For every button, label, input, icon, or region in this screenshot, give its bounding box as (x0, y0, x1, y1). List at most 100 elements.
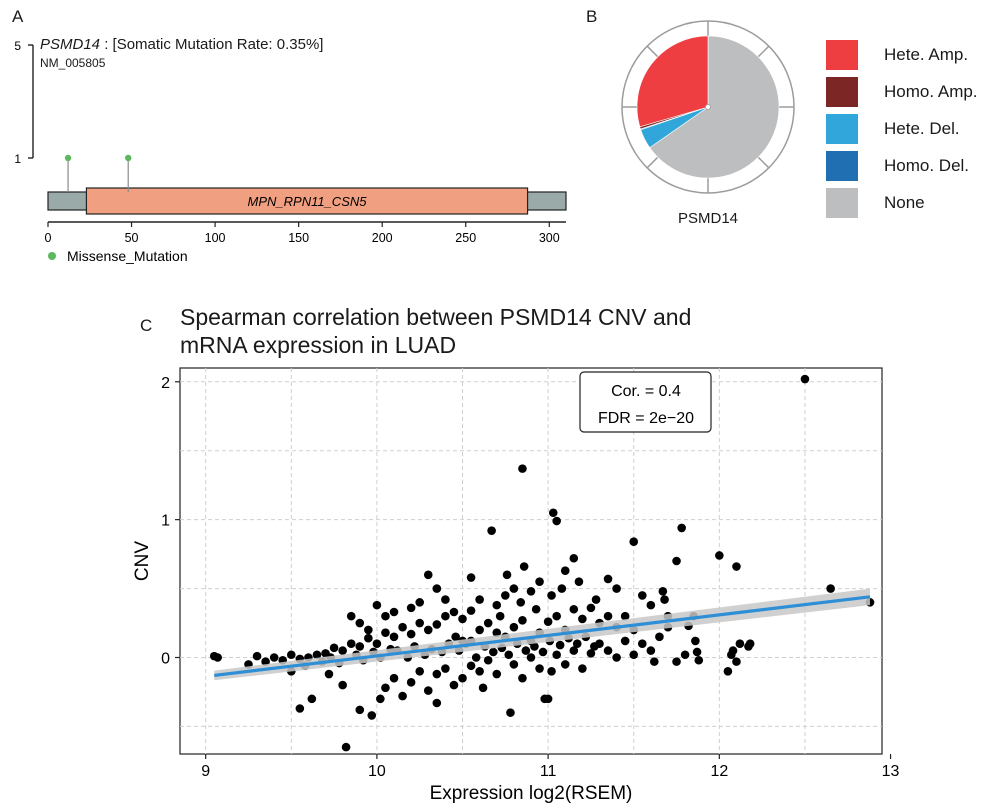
scatter-point-85 (415, 666, 425, 676)
scatter-point-117 (655, 632, 664, 642)
pie-ring-tick-7 (646, 45, 659, 58)
scatter-point-33 (732, 657, 741, 666)
scatter-point-108 (578, 664, 587, 673)
scatter-point-146 (603, 611, 613, 621)
scatter-point-92 (466, 661, 476, 671)
scatter-point-25 (691, 636, 700, 646)
scatter-point-133 (492, 628, 502, 637)
scatter-point-30 (735, 639, 745, 649)
mutation-head-1 (125, 154, 132, 162)
scatter-point-111 (603, 646, 613, 655)
scatter-point-42 (466, 606, 476, 615)
scatter-point-99 (518, 673, 527, 683)
scatter-point-159 (530, 642, 539, 651)
scatter-point-10 (423, 570, 433, 580)
scatter-point-83 (398, 691, 407, 701)
scatter-point-124 (381, 611, 390, 621)
scatter-point-89 (441, 664, 450, 673)
scatter-point-112 (612, 653, 621, 662)
legend-swatch-homo-amp (826, 77, 858, 107)
scatter-point-3 (552, 516, 561, 526)
scatter-point-34 (535, 577, 544, 586)
scatter-point-57 (338, 646, 347, 655)
lollipop-x-tick-label-4: 200 (372, 231, 393, 245)
pie-center (705, 104, 711, 110)
scatter-point-107 (569, 646, 579, 655)
scatter-point-116 (646, 646, 656, 655)
scatter-point-45 (441, 611, 450, 621)
pie-ring-tick-5 (646, 156, 659, 169)
scatter-point-139 (543, 617, 553, 626)
scatter-point-192 (574, 577, 584, 586)
lollipop-x-tick-label-3: 150 (288, 231, 309, 245)
annotation-frame (579, 371, 712, 433)
scatter-point-96 (492, 669, 502, 679)
legend-swatch-hete-del (826, 114, 858, 144)
pie-ring-tick-3 (757, 156, 770, 169)
mutation-head-0 (64, 154, 72, 162)
scatter-point-39 (492, 600, 502, 610)
scatter-point-50 (398, 622, 407, 632)
legend-swatch-hete-amp (826, 40, 858, 70)
scatter-point-51 (389, 632, 399, 642)
scatter-point-5 (677, 523, 686, 533)
scatter-point-4 (487, 526, 496, 535)
scatter-point-98 (509, 660, 519, 669)
scatter-panel-border (179, 367, 883, 755)
scatter-point-114 (629, 650, 639, 660)
scatter-point-47 (423, 625, 433, 635)
scatter-point-148 (620, 611, 630, 621)
scatter-point-154 (489, 647, 498, 657)
scatter-point-53 (372, 639, 382, 649)
scatter-point-84 (406, 678, 416, 687)
scatter-point-106 (560, 660, 570, 669)
scatter-point-66 (261, 657, 270, 666)
lollipop-plot: 5 1 MPN_RPN11_CSN5 0 50 100 150 200 250 300 Mi… (14, 39, 567, 264)
scatter-point-100 (526, 653, 536, 662)
scatter-point-126 (406, 603, 416, 613)
scatter-point-94 (478, 683, 488, 693)
scatter-point-120 (372, 600, 382, 610)
scatter-point-152 (471, 653, 481, 662)
scatter-point-0 (800, 374, 810, 384)
scatter-point-105 (552, 650, 561, 660)
scatter-point-90 (449, 680, 459, 690)
scatter-point-87 (432, 669, 442, 679)
lollipop-y-tick-label-5: 5 (14, 39, 21, 53)
legend-label-none: None (884, 193, 925, 212)
scatter-y-tick-label-1: 1 (161, 513, 170, 530)
scatter-point-97 (506, 708, 515, 717)
scatter-point-95 (483, 655, 493, 665)
scatter-point-35 (526, 587, 536, 596)
lollipop-transcript: NM_005805 (40, 56, 106, 70)
panel-label-a: A (12, 7, 24, 26)
lollipop-rate: : [Somatic Mutation Rate: 0.35%] (100, 36, 324, 53)
scatter-point-55 (355, 642, 365, 651)
scatter-point-88 (432, 698, 442, 708)
scatter-point-8 (672, 556, 681, 566)
scatter-point-78 (355, 705, 365, 715)
legend-label-homo-del: Homo. Del. (884, 156, 970, 175)
scatter-point-129 (441, 595, 450, 604)
scatter-point-2 (548, 508, 558, 518)
scatter-point-70 (209, 651, 219, 661)
scatter-point-32 (728, 646, 738, 655)
domain-label-0: MPN_RPN11_CSN5 (248, 194, 368, 209)
scatter-point-56 (346, 639, 356, 649)
scatter-point-119 (649, 657, 659, 666)
lollipop-title: PSMD14 : [Somatic Mutation Rate: 0.35%] (40, 36, 323, 53)
scatter-point-93 (475, 666, 484, 676)
scatter-title-line-2: mRNA expression in LUAD (180, 332, 457, 358)
scatter-point-16 (658, 587, 668, 596)
scatter-y-tick-label-0: 2 (161, 375, 170, 392)
domain-box-0 (85, 187, 529, 215)
scatter-point-38 (501, 591, 510, 600)
lollipop-x-tick-label-6: 300 (539, 231, 560, 245)
legend-label-hete-del: Hete. Del. (884, 119, 960, 138)
scatter-point-128 (432, 584, 442, 593)
scatter-point-144 (586, 603, 596, 613)
scatter-point-131 (475, 625, 484, 635)
scatter-point-52 (381, 628, 390, 637)
scatter-point-156 (504, 650, 514, 660)
scatter-y-tick-label-2: 0 (161, 651, 170, 668)
